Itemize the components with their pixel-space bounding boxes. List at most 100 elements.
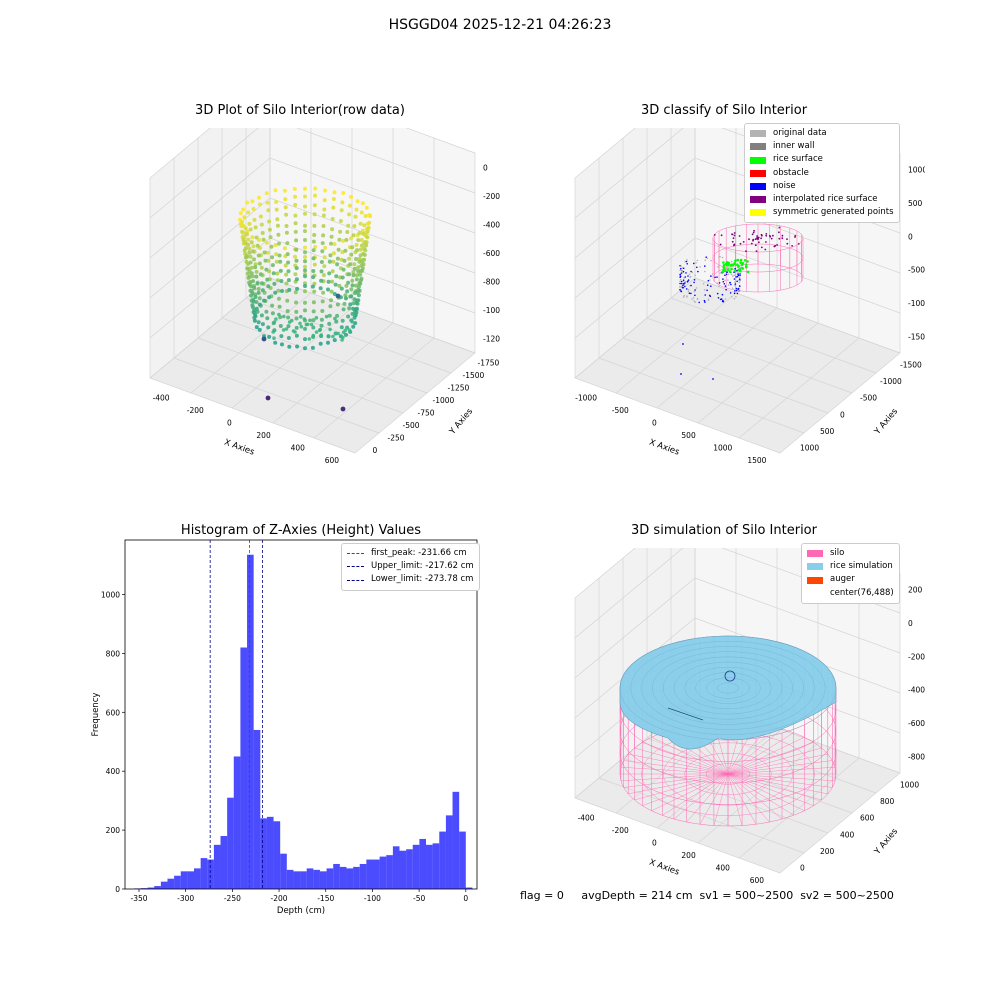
data-point <box>335 313 340 318</box>
noise-point <box>738 290 741 293</box>
data-point <box>333 282 338 287</box>
data-point <box>337 283 342 288</box>
data-point <box>260 231 265 235</box>
grid-line <box>574 237 696 339</box>
noise-point <box>718 255 720 258</box>
y-tick-label: 200 <box>820 847 835 856</box>
noise-point <box>737 273 739 275</box>
data-point <box>294 247 299 252</box>
noise-point <box>730 283 732 286</box>
data-point <box>321 224 326 228</box>
data-point <box>357 256 362 261</box>
silo-floor-spoke <box>673 773 729 820</box>
noise-point <box>679 269 681 272</box>
grid-line <box>405 128 476 154</box>
plot-frame <box>124 539 478 890</box>
data-point <box>320 309 325 313</box>
data-point <box>292 186 297 191</box>
noise-point <box>726 271 728 273</box>
z-tick-label: 0 <box>483 163 488 172</box>
data-point <box>266 284 271 289</box>
interpolated-point <box>778 231 780 234</box>
legend-entry-upper-limit: Upper_limit: -217.62 cm <box>347 560 474 573</box>
histogram-bar <box>353 866 360 889</box>
data-point <box>286 260 291 265</box>
data-point <box>359 243 364 248</box>
data-point <box>295 344 300 349</box>
interpolated-point <box>756 235 758 237</box>
data-point <box>319 317 324 322</box>
data-point <box>250 291 255 296</box>
silo-floor-spoke <box>727 773 836 781</box>
histogram-bar <box>399 850 407 889</box>
data-point <box>357 231 362 235</box>
noise-point <box>718 285 720 288</box>
noise-point <box>687 275 689 277</box>
panel4-title: 3D simulation of Silo Interior <box>631 523 817 538</box>
noise-point <box>680 282 683 285</box>
data-point <box>306 322 310 327</box>
noise-point <box>702 282 705 285</box>
legend-entry-rice-surface: rice surface <box>750 153 894 166</box>
data-point <box>247 246 252 251</box>
histogram-bar <box>187 871 194 889</box>
data-point <box>245 271 250 276</box>
y-tick-label: 1000 <box>101 590 120 599</box>
histogram-bar <box>313 869 320 889</box>
noise-point <box>731 287 734 289</box>
silo-floor-spoke <box>727 773 757 825</box>
data-point <box>303 346 307 351</box>
noise-point <box>704 301 706 303</box>
histogram-bar <box>406 849 413 889</box>
grid-line <box>574 548 684 639</box>
interpolated-point <box>751 233 754 236</box>
noise-point <box>730 273 733 276</box>
noise-point <box>679 278 682 281</box>
data-point <box>344 283 349 288</box>
data-point <box>311 318 316 323</box>
data-point <box>277 296 281 301</box>
interpolated-point <box>745 250 747 253</box>
data-point <box>353 289 358 294</box>
data-point <box>253 265 258 270</box>
legend-swatch <box>750 143 766 151</box>
data-point <box>303 255 307 259</box>
histogram-bar <box>273 821 281 889</box>
silo-floor-spoke <box>620 767 729 775</box>
data-point <box>299 324 304 329</box>
data-point <box>250 274 255 279</box>
grid-line <box>656 307 778 409</box>
noise-point <box>680 267 682 270</box>
noise-point <box>703 289 706 291</box>
z-tick-label: -1200 <box>483 335 500 344</box>
noise-point <box>735 287 738 290</box>
data-point <box>264 309 269 314</box>
y-tick-label: 800 <box>106 649 121 658</box>
data-point <box>329 234 334 239</box>
data-point <box>312 203 317 208</box>
data-point <box>261 237 266 242</box>
data-point <box>287 344 292 349</box>
interpolated-point <box>731 233 734 236</box>
rice-surface-point <box>733 262 737 265</box>
data-point <box>351 233 356 238</box>
data-point <box>359 263 364 268</box>
silo-ring <box>712 263 804 293</box>
legend-entry-rice-simulation: rice simulation <box>807 560 894 573</box>
data-point <box>349 294 354 299</box>
interpolated-point <box>769 235 772 238</box>
data-point <box>349 252 354 257</box>
histogram-bar <box>253 729 261 889</box>
interpolated-point <box>765 241 767 243</box>
data-point <box>282 188 287 193</box>
data-point <box>348 262 353 267</box>
data-point <box>356 238 361 243</box>
noise-point <box>696 266 698 269</box>
interpolated-point <box>765 233 768 235</box>
data-point <box>258 272 263 277</box>
grid-line <box>574 197 696 299</box>
data-point <box>248 227 253 232</box>
data-point <box>254 235 259 240</box>
interpolated-point <box>770 237 773 240</box>
histogram-bar <box>465 887 473 889</box>
